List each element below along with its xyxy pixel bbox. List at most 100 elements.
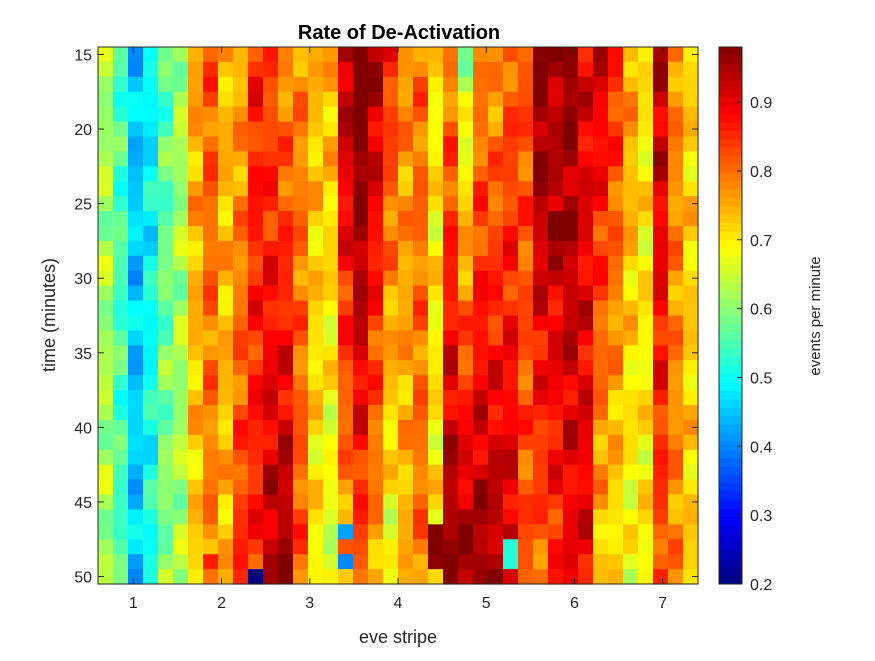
heatmap-cell [368, 419, 384, 436]
heatmap-cell [653, 539, 669, 555]
heatmap-cell [248, 47, 264, 63]
heatmap-cell [338, 405, 354, 421]
heatmap-cell [683, 390, 699, 406]
heatmap-cell [383, 539, 399, 555]
heatmap-cell [158, 61, 174, 78]
heatmap-cell [503, 240, 519, 257]
heatmap-cell [503, 211, 519, 227]
heatmap-cell [98, 285, 114, 302]
heatmap-cell [98, 211, 114, 227]
heatmap-cell [548, 240, 564, 257]
heatmap-cell [413, 270, 429, 287]
heatmap-cell [428, 524, 444, 540]
heatmap-cell [263, 554, 279, 570]
colorbar-swatch [719, 248, 742, 258]
colorbar-swatch [719, 256, 742, 266]
heatmap-cell [278, 255, 294, 272]
heatmap-cell [368, 226, 384, 242]
heatmap-cell [488, 196, 504, 212]
heatmap-cell [113, 494, 129, 511]
heatmap-cell [233, 166, 249, 182]
heatmap-cell [518, 494, 534, 511]
heatmap-cell [458, 330, 474, 346]
heatmap-cell [143, 151, 159, 167]
heatmap-cell [263, 494, 279, 511]
heatmap-cell [143, 181, 159, 197]
heatmap-cell [608, 106, 624, 123]
x-tick-label: 7 [658, 595, 667, 612]
heatmap-cell [338, 166, 354, 182]
heatmap-cell [608, 61, 624, 78]
heatmap-cell [233, 345, 249, 361]
heatmap-cell [293, 419, 309, 436]
heatmap-cell [608, 285, 624, 302]
heatmap-cell [233, 211, 249, 227]
heatmap-cell [473, 181, 489, 197]
heatmap-cell [518, 211, 534, 227]
heatmap-cell [353, 270, 369, 287]
heatmap-cell [413, 226, 429, 242]
heatmap-cell [383, 360, 399, 376]
heatmap-cell [113, 211, 129, 227]
heatmap-cell [338, 434, 354, 451]
heatmap-cell [218, 121, 234, 138]
heatmap-cell [458, 449, 474, 466]
heatmap-cell [563, 434, 579, 451]
heatmap-cell [593, 479, 609, 496]
heatmap-cell [533, 181, 549, 197]
heatmap-cell [278, 181, 294, 197]
heatmap-cell [593, 226, 609, 242]
heatmap-cell [668, 166, 684, 182]
heatmap-cell [203, 524, 219, 540]
heatmap-cell [398, 479, 414, 496]
heatmap-cell [263, 240, 279, 257]
heatmap-cell [563, 464, 579, 481]
heatmap-cell [428, 315, 444, 332]
heatmap-cell [473, 106, 489, 123]
heatmap-cell [323, 345, 339, 361]
heatmap-cell [458, 285, 474, 302]
heatmap-cell [143, 136, 159, 153]
heatmap-cell [98, 345, 114, 361]
heatmap-cell [488, 121, 504, 138]
heatmap-cell [593, 181, 609, 197]
heatmap-cell [413, 375, 429, 391]
heatmap-cell [578, 121, 594, 138]
heatmap-cell [593, 61, 609, 78]
heatmap-cell [98, 554, 114, 570]
heatmap-cell [353, 569, 369, 585]
heatmap-cell [233, 330, 249, 346]
heatmap-cell [518, 539, 534, 555]
heatmap-cell [338, 91, 354, 108]
colorbar-swatch [719, 382, 742, 392]
heatmap-cell [398, 91, 414, 108]
heatmap-cell [338, 539, 354, 555]
heatmap-cell [248, 106, 264, 123]
heatmap-cell [368, 569, 384, 585]
heatmap-cell [398, 509, 414, 525]
heatmap-cell [653, 509, 669, 525]
heatmap-cell [683, 315, 699, 332]
heatmap-cell [428, 405, 444, 421]
heatmap-cell [278, 240, 294, 257]
heatmap-cell [353, 255, 369, 272]
heatmap-cell [338, 151, 354, 167]
heatmap-cell [158, 151, 174, 167]
heatmap-cell [263, 47, 279, 63]
heatmap-cell [308, 360, 324, 376]
heatmap-cell [428, 151, 444, 167]
heatmap-cell [158, 76, 174, 93]
heatmap-cell [293, 76, 309, 93]
heatmap-cell [293, 106, 309, 123]
heatmap-cell [503, 509, 519, 525]
heatmap-cell [323, 434, 339, 451]
heatmap-cell [668, 61, 684, 78]
heatmap-cell [233, 360, 249, 376]
heatmap-cell [413, 91, 429, 108]
heatmap-cell [218, 226, 234, 242]
heatmap-cell [113, 479, 129, 496]
heatmap-cell [353, 47, 369, 63]
heatmap-cell [443, 479, 459, 496]
heatmap-cell [443, 255, 459, 272]
heatmap-cell [218, 539, 234, 555]
